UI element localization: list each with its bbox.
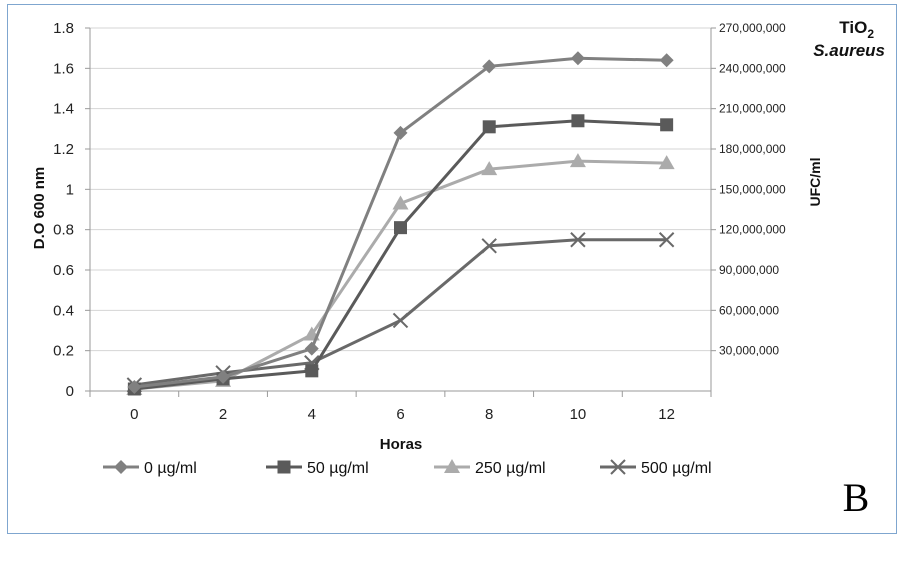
data-point (569, 153, 586, 168)
y-tick-label: 1.2 (53, 141, 74, 158)
x-axis-ticks: 0 2 4 6 8 10 12 (89, 391, 712, 423)
chart-title-main: TiO (839, 18, 867, 37)
data-point (304, 341, 319, 356)
data-point (394, 221, 407, 235)
data-point (305, 364, 319, 378)
data-point (658, 155, 675, 170)
data-point (481, 238, 497, 254)
x-axis-title: Horas (380, 436, 423, 453)
legend-item: 0 µg/ml (103, 460, 197, 477)
axes (89, 28, 712, 392)
legend-marker (444, 459, 460, 473)
y-tick-label: 1 (66, 181, 74, 198)
data-point (482, 120, 496, 134)
y-tick-label: 0.2 (53, 343, 74, 360)
panel-letter: B (843, 475, 870, 520)
y-right-tick-label: 30,000,000 (719, 344, 779, 358)
y-axis-title: D.O 600 nm (31, 167, 48, 250)
legend-marker (114, 460, 128, 474)
chart-subtitle: S.aureus (813, 41, 885, 60)
series-square (127, 114, 674, 396)
data-point (393, 125, 408, 140)
legend-marker (277, 460, 291, 474)
legend-label: 500 µg/ml (641, 460, 712, 477)
data-point (392, 195, 409, 210)
y-right-tick-label: 180,000,000 (719, 142, 786, 156)
chart-title: TiO2 (839, 18, 874, 41)
x-marker-stroke (658, 232, 675, 248)
data-point (571, 114, 585, 128)
x-marker-stroke (570, 232, 586, 248)
y-right-tick-label: 270,000,000 (719, 21, 786, 35)
legend-item: 50 µg/ml (266, 460, 369, 477)
legend-label: 0 µg/ml (144, 460, 197, 477)
x-tick-label: 2 (219, 406, 227, 423)
y-tick-label: 0.6 (53, 262, 74, 279)
legend: 0 µg/ml 50 µg/ml 250 µg/ml 500 µg/ml (103, 459, 712, 477)
y-right-tick-label: 210,000,000 (719, 102, 786, 116)
series-line (134, 159, 667, 391)
x-tick-label: 10 (570, 406, 587, 423)
x-marker-stroke (392, 312, 409, 329)
legend-marker (610, 459, 626, 475)
y-right-tick-label: 60,000,000 (719, 303, 779, 317)
y-tick-label: 0 (66, 383, 74, 400)
chart-title-subscript: 2 (867, 27, 874, 41)
y-tick-label: 0.4 (53, 302, 74, 319)
x-tick-label: 8 (485, 406, 493, 423)
x-tick-label: 12 (658, 406, 675, 423)
data-point (570, 51, 585, 66)
y-tick-label: 0.8 (53, 222, 74, 239)
data-point (127, 379, 142, 394)
series-diamond (127, 51, 674, 394)
x-tick-label: 6 (396, 406, 404, 423)
y-axis-right-ticks: 30,000,000 60,000,000 90,000,000 120,000,00… (711, 21, 786, 358)
data-point (482, 59, 497, 74)
y-axis-left-ticks: 0 0.2 0.4 0.6 0.8 1 1.2 1.4 1.6 1.8 (53, 20, 90, 400)
data-point (570, 232, 586, 248)
x-tick-label: 4 (308, 406, 316, 423)
x-marker-stroke (610, 459, 626, 475)
data-point (216, 369, 231, 384)
figure-frame (7, 4, 897, 534)
y-tick-label: 1.4 (53, 101, 74, 118)
legend-label: 50 µg/ml (307, 460, 369, 477)
data-point (660, 118, 674, 132)
series-x (126, 232, 675, 393)
gridlines (90, 27, 711, 352)
data-point (481, 161, 498, 176)
data-point (659, 53, 674, 68)
y-tick-label: 1.8 (53, 20, 74, 37)
y-tick-label: 1.6 (53, 60, 74, 77)
legend-item: 500 µg/ml (600, 459, 712, 477)
legend-item: 250 µg/ml (434, 459, 546, 477)
y-right-tick-label: 90,000,000 (719, 263, 779, 277)
data-point (392, 312, 409, 329)
series-line (134, 238, 667, 387)
y-right-tick-label: 150,000,000 (719, 182, 786, 196)
y-right-tick-label: 240,000,000 (719, 61, 786, 75)
legend-label: 250 µg/ml (475, 460, 546, 477)
y-axis-right-title: UFC/ml (807, 158, 823, 207)
data-point (658, 232, 675, 248)
x-marker-stroke (481, 238, 497, 254)
series-group (126, 51, 675, 396)
x-tick-label: 0 (130, 406, 138, 423)
y-right-tick-label: 120,000,000 (719, 223, 786, 237)
